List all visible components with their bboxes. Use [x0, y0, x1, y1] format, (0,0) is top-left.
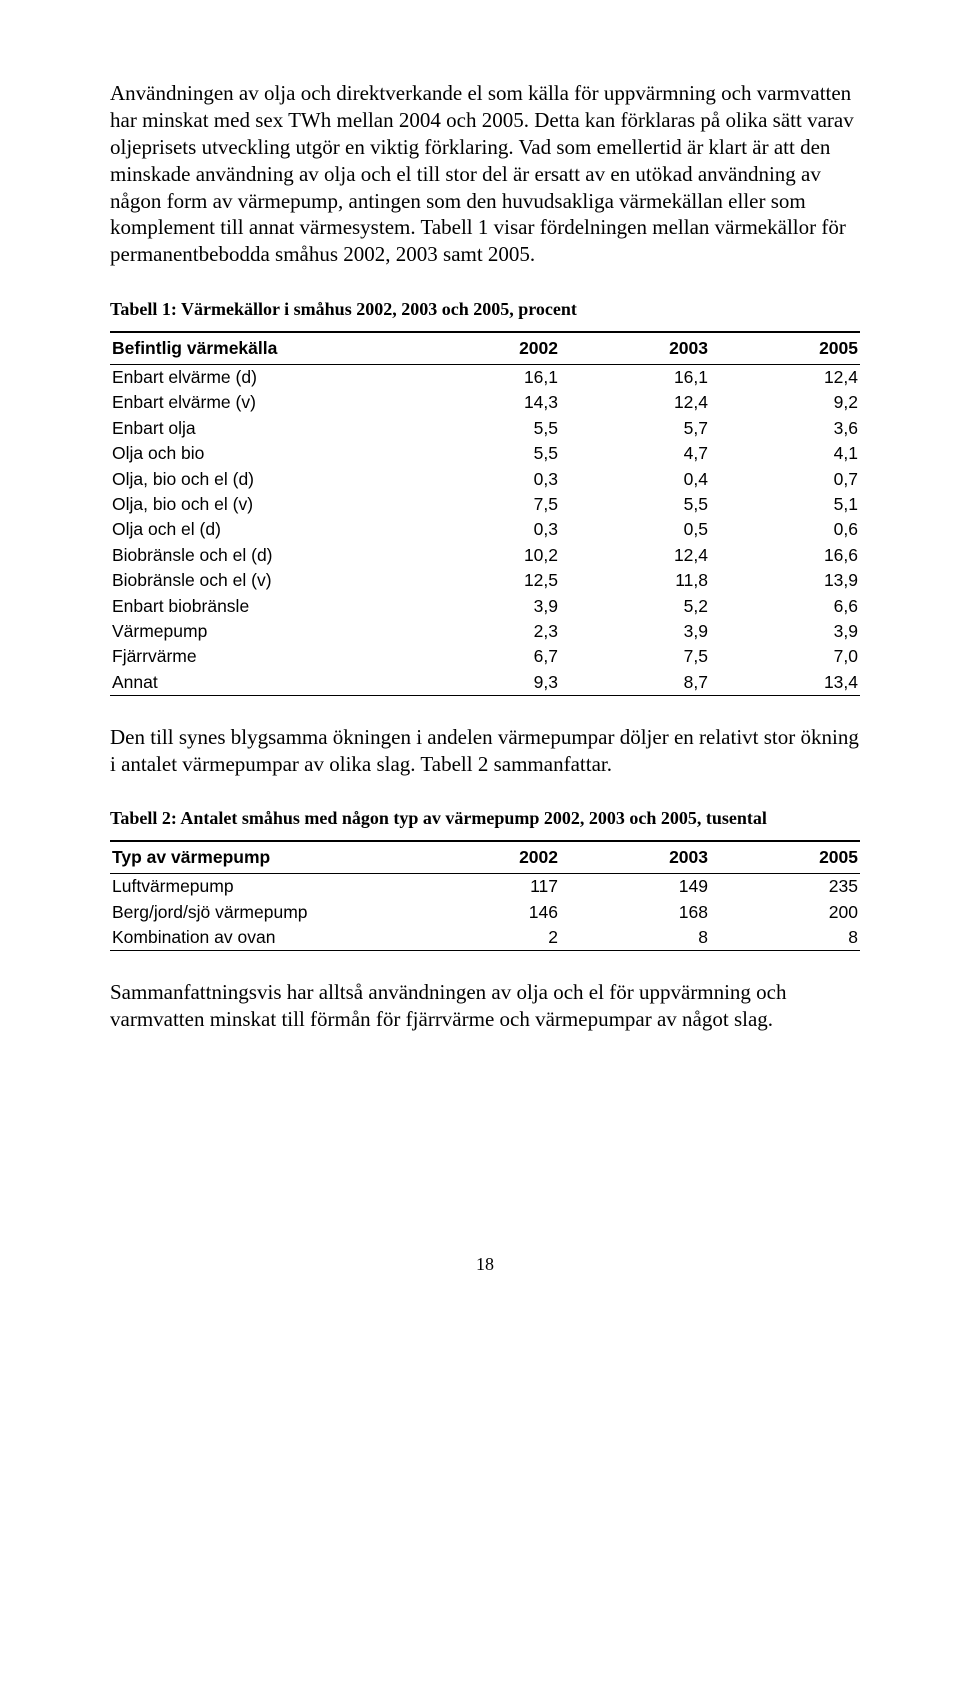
table1-cell: 0,3: [410, 517, 560, 542]
table1-row: Olja, bio och el (v)7,55,55,1: [110, 492, 860, 517]
table1-cell: 16,1: [560, 364, 710, 390]
table1-cell: 0,7: [710, 466, 860, 491]
table2-cell: 117: [410, 873, 560, 899]
table1-cell: 9,3: [410, 669, 560, 695]
table1-cell: Enbart olja: [110, 415, 410, 440]
table1-cell: 12,4: [560, 390, 710, 415]
table1-cell: 3,9: [710, 618, 860, 643]
table2-col3: 2005: [710, 841, 860, 873]
table1-cell: 9,2: [710, 390, 860, 415]
table1-cell: 5,5: [560, 492, 710, 517]
table1-cell: Biobränsle och el (d): [110, 542, 410, 567]
table1-title: Tabell 1: Värmekällor i småhus 2002, 200…: [110, 298, 860, 321]
table1-cell: 16,6: [710, 542, 860, 567]
table1-row: Fjärrvärme6,77,57,0: [110, 644, 860, 669]
table1-cell: 12,4: [560, 542, 710, 567]
table1-row: Biobränsle och el (v)12,511,813,9: [110, 568, 860, 593]
table1-cell: 7,5: [410, 492, 560, 517]
table1-cell: 0,4: [560, 466, 710, 491]
table1-cell: 3,9: [410, 593, 560, 618]
table1-cell: Olja och bio: [110, 441, 410, 466]
table2-col0: Typ av värmepump: [110, 841, 410, 873]
table2-cell: 2: [410, 925, 560, 951]
table1-col0: Befintlig värmekälla: [110, 332, 410, 364]
table2-cell: 168: [560, 899, 710, 924]
table1-row: Olja, bio och el (d)0,30,40,7: [110, 466, 860, 491]
table2-col2: 2003: [560, 841, 710, 873]
table1-cell: 0,6: [710, 517, 860, 542]
table1-cell: 13,4: [710, 669, 860, 695]
table1-cell: 12,5: [410, 568, 560, 593]
table1-cell: Enbart biobränsle: [110, 593, 410, 618]
table1-cell: 0,3: [410, 466, 560, 491]
table1-cell: 8,7: [560, 669, 710, 695]
table1-cell: Annat: [110, 669, 410, 695]
table2-cell: Berg/jord/sjö värmepump: [110, 899, 410, 924]
table1: Befintlig värmekälla 2002 2003 2005 Enba…: [110, 331, 860, 695]
paragraph-3: Sammanfattningsvis har alltså användning…: [110, 979, 860, 1033]
table1-cell: Fjärrvärme: [110, 644, 410, 669]
page-number: 18: [110, 1253, 860, 1276]
table1-cell: 0,5: [560, 517, 710, 542]
table1-row: Enbart olja5,55,73,6: [110, 415, 860, 440]
table1-row: Annat9,38,713,4: [110, 669, 860, 695]
table2-cell: Kombination av ovan: [110, 925, 410, 951]
table2-header-row: Typ av värmepump 2002 2003 2005: [110, 841, 860, 873]
table1-cell: 13,9: [710, 568, 860, 593]
table2-cell: 8: [710, 925, 860, 951]
table1-cell: 6,7: [410, 644, 560, 669]
paragraph-2: Den till synes blygsamma ökningen i ande…: [110, 724, 860, 778]
table1-cell: 4,1: [710, 441, 860, 466]
table1-cell: 12,4: [710, 364, 860, 390]
table1-cell: 5,5: [410, 441, 560, 466]
table2-cell: 149: [560, 873, 710, 899]
table2-cell: 235: [710, 873, 860, 899]
table2-col1: 2002: [410, 841, 560, 873]
table1-cell: Värmepump: [110, 618, 410, 643]
table1-cell: 7,0: [710, 644, 860, 669]
table1-cell: 6,6: [710, 593, 860, 618]
table1-cell: Enbart elvärme (v): [110, 390, 410, 415]
table2-cell: Luftvärmepump: [110, 873, 410, 899]
table2-cell: 200: [710, 899, 860, 924]
table1-cell: 5,7: [560, 415, 710, 440]
table1-row: Värmepump2,33,93,9: [110, 618, 860, 643]
table1-col3: 2005: [710, 332, 860, 364]
table1-cell: Olja, bio och el (v): [110, 492, 410, 517]
table1-cell: 5,2: [560, 593, 710, 618]
table1-cell: Olja, bio och el (d): [110, 466, 410, 491]
table2-title: Tabell 2: Antalet småhus med någon typ a…: [110, 807, 860, 830]
table1-cell: 4,7: [560, 441, 710, 466]
table1-cell: Biobränsle och el (v): [110, 568, 410, 593]
table1-cell: 10,2: [410, 542, 560, 567]
table2: Typ av värmepump 2002 2003 2005 Luftvärm…: [110, 840, 860, 951]
table2-row: Luftvärmepump117149235: [110, 873, 860, 899]
table1-cell: 16,1: [410, 364, 560, 390]
paragraph-1: Användningen av olja och direktverkande …: [110, 80, 860, 268]
table1-row: Enbart elvärme (d)16,116,112,4: [110, 364, 860, 390]
table1-col1: 2002: [410, 332, 560, 364]
table1-cell: Olja och el (d): [110, 517, 410, 542]
table1-cell: 5,1: [710, 492, 860, 517]
table1-row: Olja och el (d)0,30,50,6: [110, 517, 860, 542]
table1-row: Enbart biobränsle3,95,26,6: [110, 593, 860, 618]
table1-row: Enbart elvärme (v)14,312,49,2: [110, 390, 860, 415]
table1-cell: 14,3: [410, 390, 560, 415]
table1-cell: 7,5: [560, 644, 710, 669]
table1-cell: 5,5: [410, 415, 560, 440]
table1-cell: Enbart elvärme (d): [110, 364, 410, 390]
table1-header-row: Befintlig värmekälla 2002 2003 2005: [110, 332, 860, 364]
table1-cell: 2,3: [410, 618, 560, 643]
table2-row: Berg/jord/sjö värmepump146168200: [110, 899, 860, 924]
table1-col2: 2003: [560, 332, 710, 364]
table1-row: Olja och bio5,54,74,1: [110, 441, 860, 466]
table1-cell: 3,6: [710, 415, 860, 440]
table1-cell: 11,8: [560, 568, 710, 593]
table2-row: Kombination av ovan288: [110, 925, 860, 951]
table1-row: Biobränsle och el (d)10,212,416,6: [110, 542, 860, 567]
table2-cell: 8: [560, 925, 710, 951]
table2-cell: 146: [410, 899, 560, 924]
table1-cell: 3,9: [560, 618, 710, 643]
